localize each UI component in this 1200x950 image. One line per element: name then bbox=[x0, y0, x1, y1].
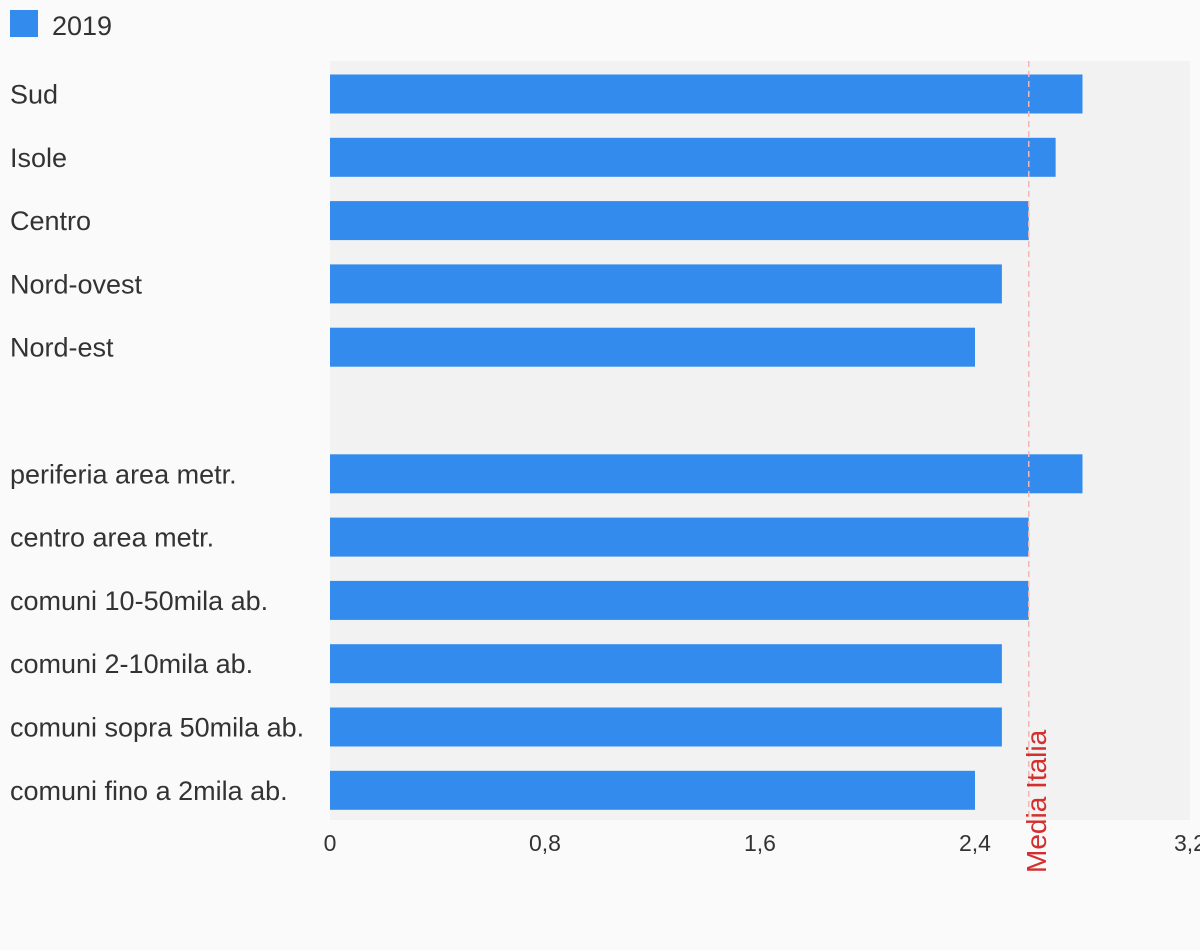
bar bbox=[330, 454, 1083, 494]
category-label: Isole bbox=[10, 143, 67, 173]
bar bbox=[330, 264, 1002, 304]
category-label: comuni sopra 50mila ab. bbox=[10, 713, 304, 743]
category-label: comuni fino a 2mila ab. bbox=[10, 776, 288, 806]
legend-label: 2019 bbox=[52, 11, 113, 41]
bar bbox=[330, 644, 1002, 684]
bar bbox=[330, 580, 1029, 620]
category-label: Nord-est bbox=[10, 333, 114, 363]
bar bbox=[330, 201, 1029, 241]
category-label: Sud bbox=[10, 80, 58, 110]
reference-line-label: Media Italia bbox=[1021, 729, 1052, 873]
x-tick-label: 1,6 bbox=[744, 830, 776, 856]
x-tick-label: 3,2 bbox=[1174, 830, 1200, 856]
legend-swatch bbox=[10, 10, 38, 37]
bar bbox=[330, 74, 1083, 114]
x-tick-label: 0,8 bbox=[529, 830, 561, 856]
bar bbox=[330, 517, 1029, 557]
reference-line-group: Media Italia bbox=[1021, 61, 1052, 873]
x-axis-ticks: 0 0,8 1,6 2,4 3,2 bbox=[324, 830, 1200, 856]
category-labels: Sud Isole Centro Nord-ovest Nord-est periferi… bbox=[10, 80, 304, 806]
x-tick-label: 0 bbox=[324, 830, 337, 856]
category-label: Centro bbox=[10, 206, 91, 236]
bar bbox=[330, 327, 975, 367]
category-label: Nord-ovest bbox=[10, 269, 143, 299]
bar bbox=[330, 707, 1002, 747]
category-label: periferia area metr. bbox=[10, 459, 237, 489]
bar bbox=[330, 770, 975, 810]
category-label: comuni 2-10mila ab. bbox=[10, 649, 253, 679]
bar bbox=[330, 137, 1056, 177]
bars bbox=[330, 74, 1083, 810]
category-label: comuni 10-50mila ab. bbox=[10, 586, 268, 616]
legend: 2019 bbox=[10, 10, 112, 42]
x-tick-label: 2,4 bbox=[959, 830, 991, 856]
plot-background bbox=[330, 61, 1190, 820]
category-label: centro area metr. bbox=[10, 523, 214, 553]
